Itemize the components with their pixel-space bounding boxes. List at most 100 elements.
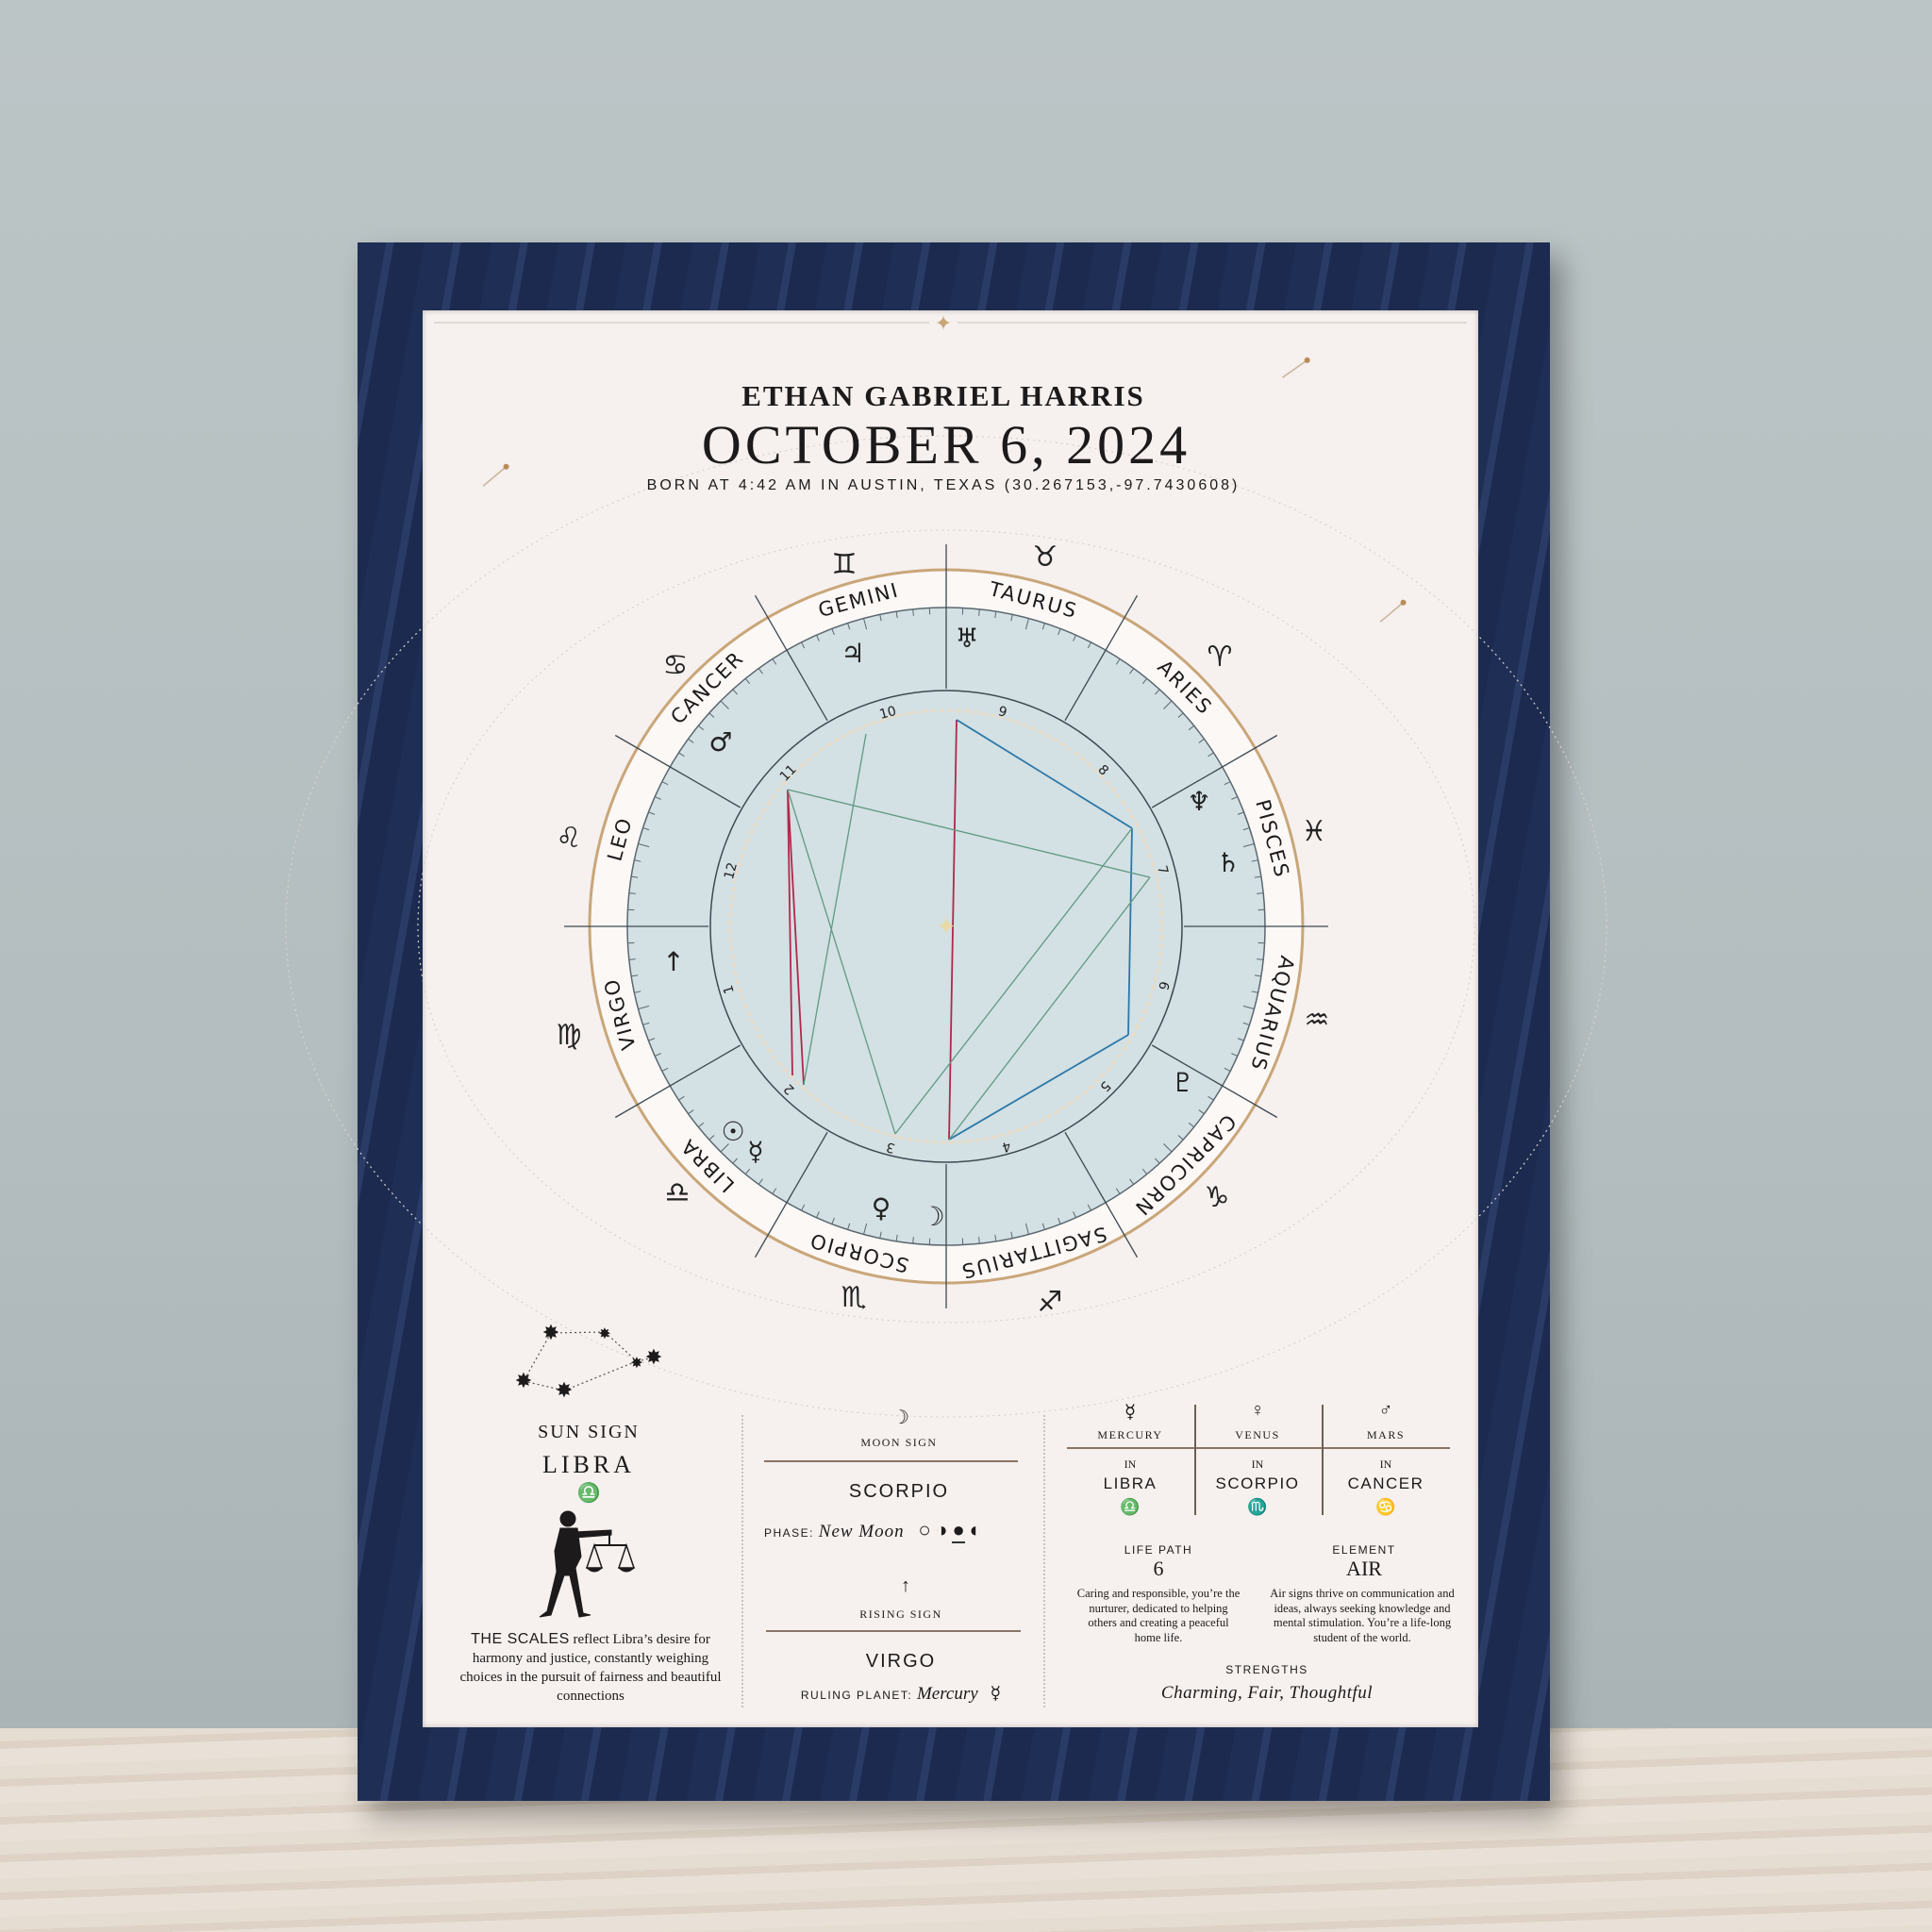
degree-tick [1087,1204,1091,1211]
degree-tick [895,1234,898,1241]
degree-tick [978,608,980,616]
column-divider [1043,1415,1045,1707]
degree-tick [912,608,914,616]
shooting-star-icon [1281,357,1310,378]
last-quarter-icon: ◐ [969,1518,982,1541]
phase-label: PHASE: [764,1526,815,1540]
constellation-line [563,1360,638,1391]
life-path-label: LIFE PATH [1124,1543,1193,1557]
moon-icon: ☽ [892,1407,909,1428]
full-moon-icon: ○ [918,1518,931,1541]
degree-tick [1188,724,1194,731]
degree-tick [1010,614,1013,622]
shooting-star-trail [1281,360,1307,378]
divider [1067,1447,1450,1449]
divider [1194,1405,1196,1515]
uranus-icon: ♅ [955,623,978,654]
planet-name: MERCURY [1097,1428,1163,1441]
degree-tick [678,1095,685,1101]
degree-tick [1237,811,1244,815]
constellation-star-icon: ✸ [515,1370,532,1393]
degree-tick [1242,843,1255,848]
constellation-line [636,1357,655,1362]
zodiac-glyph-icon: ♒ [1305,1004,1330,1037]
degree-tick [631,875,639,878]
degree-tick [661,781,669,786]
sign-boundary-line [1151,734,1278,808]
degree-tick [978,1237,980,1244]
strengths-value: Charming, Fair, Thoughtful [1160,1683,1374,1703]
degree-tick [708,712,715,718]
new-moon-icon: ● [952,1518,965,1543]
degree-tick [879,614,882,622]
sun-sign-value: LIBRA [542,1451,635,1478]
zodiac-glyph-icon: ♍ [557,1019,582,1052]
element-text: Air signs thrive on communication and id… [1270,1587,1455,1644]
degree-tick [698,1122,705,1128]
in-label: IN [1379,1457,1392,1471]
degree-tick [1087,641,1091,649]
degree-tick [628,892,636,894]
star-ornament-icon: ✦ [935,312,952,336]
degree-tick [758,1178,763,1185]
degree-tick [638,1005,650,1009]
aspect-line-red [787,789,805,1086]
degree-tick [1141,1168,1148,1174]
libra-scales-figure-icon [539,1510,636,1618]
rising-sign-value: VIRGO [865,1651,937,1672]
degree-tick [720,1143,729,1153]
degree-tick [708,1135,715,1141]
degree-tick [1041,623,1045,630]
zodiac-glyph-icon: ♏ [841,1281,867,1314]
constellation-line [523,1380,565,1391]
degree-tick [1129,668,1135,675]
degree-tick [912,1237,914,1244]
venus-icon: ♀ [872,1192,891,1224]
zodiac-glyph-icon: ♈ [1208,641,1233,674]
degree-tick [1024,1223,1029,1235]
degree-tick [1254,875,1261,878]
degree-tick [744,1168,751,1174]
element-value: AIR [1346,1557,1382,1580]
planet-glyph-icon: ♂ [1378,1400,1393,1421]
house-number: 12 [722,861,741,881]
degree-tick [1188,1122,1194,1128]
degree-tick [638,843,650,848]
zodiac-glyph-icon: ♎ [665,1176,691,1209]
constellation-star-icon: ✸ [556,1379,573,1403]
degree-tick [816,1211,820,1218]
planet-name: MARS [1366,1428,1406,1441]
zodiac-glyph-icon: ♋ [663,649,689,682]
sign-glyph-icon: ♋ [1375,1498,1396,1516]
strengths-label: STRENGTHS [1225,1663,1308,1676]
sign-boundary-line [1151,1044,1278,1119]
degree-tick [1251,859,1258,862]
degree-tick [1163,700,1173,709]
degree-tick [1242,827,1250,831]
degree-tick [831,628,835,636]
degree-tick [1155,1158,1160,1164]
in-label: IN [1251,1457,1264,1471]
rising-arrow-icon: ↑ [901,1575,910,1596]
phase-value: New Moon [818,1522,905,1541]
sign-glyph-icon: ♎ [1120,1498,1141,1516]
placement-sign: LIBRA [1103,1474,1158,1492]
degree-tick [1115,1188,1121,1194]
degree-tick [895,611,898,619]
house-number: 10 [878,704,898,723]
degree-tick [1177,1135,1184,1141]
jupiter-icon: ♃ [841,638,864,669]
zodiac-glyph-icon: ♑ [1205,1181,1230,1214]
moon-icon: ☽ [921,1201,944,1232]
degree-tick [628,958,636,960]
degree-tick [994,611,997,619]
degree-tick [1141,678,1148,685]
mars-icon: ♂ [708,726,732,758]
degree-tick [772,1188,777,1194]
shooting-star-head [503,463,509,470]
degree-tick [1073,1211,1076,1218]
birth-date: OCTOBER 6, 2024 [701,414,1191,475]
house-number: 1 [721,983,738,995]
neptune-icon: ♆ [1187,786,1210,817]
divider [1322,1405,1324,1515]
